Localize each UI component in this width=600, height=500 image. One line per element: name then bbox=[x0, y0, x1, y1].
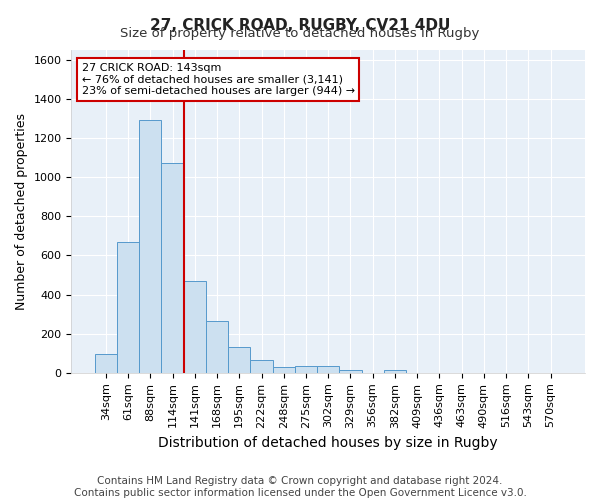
Bar bbox=[250, 360, 272, 373]
Y-axis label: Number of detached properties: Number of detached properties bbox=[15, 113, 28, 310]
Bar bbox=[317, 366, 340, 373]
Bar bbox=[95, 354, 117, 373]
Bar bbox=[340, 370, 362, 373]
Bar bbox=[184, 281, 206, 373]
Text: Size of property relative to detached houses in Rugby: Size of property relative to detached ho… bbox=[121, 28, 479, 40]
Bar bbox=[295, 366, 317, 373]
Bar bbox=[161, 164, 184, 373]
Text: 27, CRICK ROAD, RUGBY, CV21 4DU: 27, CRICK ROAD, RUGBY, CV21 4DU bbox=[150, 18, 450, 32]
Bar bbox=[272, 367, 295, 373]
Bar bbox=[139, 120, 161, 373]
Text: 27 CRICK ROAD: 143sqm
← 76% of detached houses are smaller (3,141)
23% of semi-d: 27 CRICK ROAD: 143sqm ← 76% of detached … bbox=[82, 63, 355, 96]
X-axis label: Distribution of detached houses by size in Rugby: Distribution of detached houses by size … bbox=[158, 436, 498, 450]
Text: Contains HM Land Registry data © Crown copyright and database right 2024.
Contai: Contains HM Land Registry data © Crown c… bbox=[74, 476, 526, 498]
Bar bbox=[206, 321, 228, 373]
Bar bbox=[117, 242, 139, 373]
Bar bbox=[384, 370, 406, 373]
Bar bbox=[228, 348, 250, 373]
